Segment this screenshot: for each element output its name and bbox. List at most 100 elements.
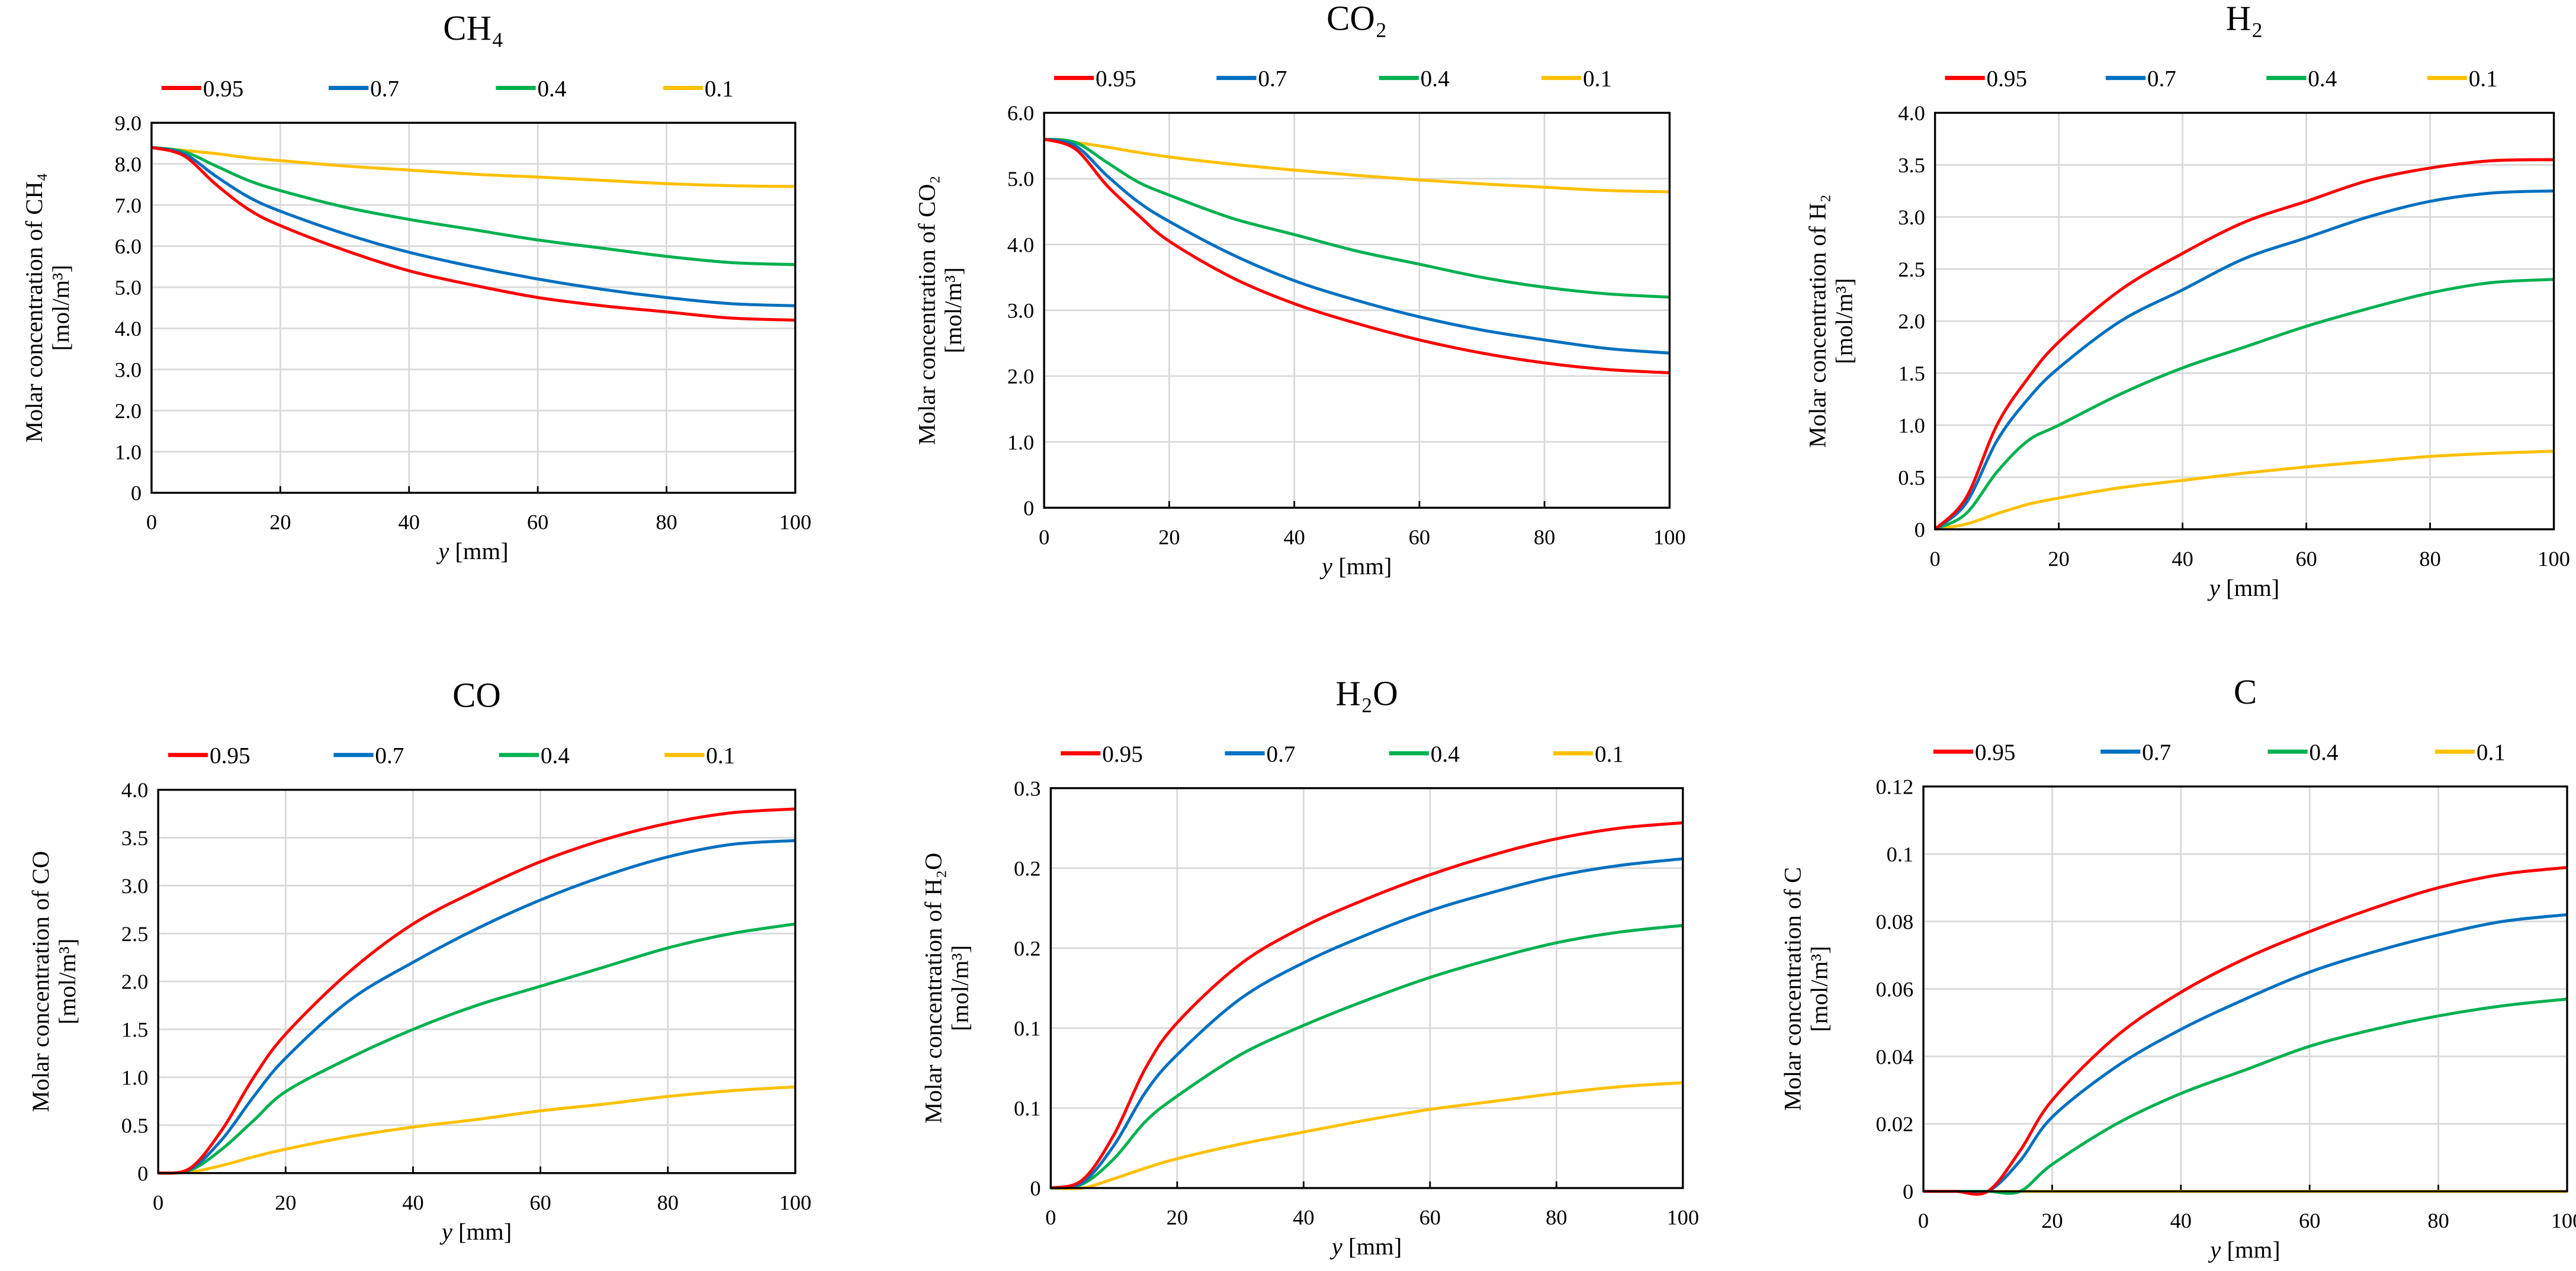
y-tick-label: 3.5 xyxy=(121,826,149,850)
legend-label: 0.7 xyxy=(2142,740,2171,765)
y-tick-label: 0.5 xyxy=(121,1113,149,1137)
y-tick-label: 0.1 xyxy=(1887,842,1914,866)
x-axis-label: y [mm] xyxy=(2208,1237,2280,1263)
y-tick-label: 0 xyxy=(1023,496,1034,520)
x-tick-label: 60 xyxy=(2299,1209,2320,1233)
legend-item: 0.7 xyxy=(2100,740,2171,765)
legend-label: 0.7 xyxy=(375,743,404,769)
y-axis-label: Molar concentration of CH₄ xyxy=(21,173,47,442)
legend-label: 0.95 xyxy=(1102,742,1143,767)
x-tick-label: 100 xyxy=(779,1190,812,1214)
series-line-0_95 xyxy=(158,807,796,1175)
legend-item: 0.7 xyxy=(333,743,404,769)
x-axis-label: y [mm] xyxy=(1319,553,1392,579)
x-tick-label: 40 xyxy=(1283,525,1305,549)
y-tick-label: 0.2 xyxy=(1014,936,1041,960)
y-axis-label: Molar concentration of C xyxy=(1780,867,1806,1111)
series-line-0_4 xyxy=(1051,924,1684,1190)
x-axis-variable: y xyxy=(2208,1237,2221,1263)
chart-title: CH₄ xyxy=(443,9,503,47)
series-line-0_4 xyxy=(1043,137,1670,299)
series-line-0_1 xyxy=(158,1085,796,1175)
y-tick-label: 4.0 xyxy=(121,778,149,802)
legend-item: 0.95 xyxy=(1053,66,1136,92)
series-line-0_1 xyxy=(1043,137,1670,194)
y-axis-label: Molar concentration of H₂O xyxy=(920,853,946,1124)
series-line-0_4 xyxy=(1923,997,2568,1195)
x-tick-label: 80 xyxy=(657,1190,679,1214)
x-tick-label: 100 xyxy=(1653,525,1686,549)
legend-label: 0.7 xyxy=(1258,66,1287,92)
x-tick-label: 0 xyxy=(1039,525,1049,549)
x-axis-label: y [mm] xyxy=(439,1218,512,1245)
chart-panel: C 0 0.02 0.04 0.06 0.08 0.1 0.12 0 20 40 60 80 100 0.9… xyxy=(1780,673,2576,1263)
series-line-0_7 xyxy=(1923,913,2568,1195)
y-tick-label: 0.02 xyxy=(1875,1112,1913,1136)
legend-item: 0.4 xyxy=(2267,740,2339,765)
legend-label: 0.1 xyxy=(706,743,735,769)
x-tick-label: 0 xyxy=(1930,547,1941,570)
legend-label: 0.7 xyxy=(2147,66,2176,92)
y-tick-label: 6.0 xyxy=(115,235,142,258)
legend-item: 0.95 xyxy=(168,743,250,769)
y-axis-label: Molar concentration of CO₂ xyxy=(913,175,940,445)
y-tick-label: 1.5 xyxy=(1898,362,1925,386)
y-tick-label: 4.0 xyxy=(1007,233,1035,256)
y-tick-label: 3.0 xyxy=(1007,299,1035,323)
x-axis-variable: y xyxy=(1329,1233,1343,1260)
x-tick-label: 20 xyxy=(1158,525,1180,549)
plot-frame xyxy=(1933,111,2555,531)
x-tick-label: 60 xyxy=(2295,547,2317,570)
legend-item: 0.95 xyxy=(1945,66,2027,92)
chart-panel: CH₄ 0 1.0 2.0 3.0 4.0 5.0 6.0 7.0 8.0 9.0 0 20 40 60 80… xyxy=(21,9,811,564)
legend-item: 0.4 xyxy=(1379,66,1450,92)
x-tick-label: 60 xyxy=(529,1190,551,1214)
series-line-0_4 xyxy=(151,146,796,267)
y-tick-label: 3.0 xyxy=(115,358,142,381)
y-tick-label: 0.08 xyxy=(1875,910,1913,933)
y-axis-unit: [mol/m³] xyxy=(940,267,966,353)
legend-label: 0.4 xyxy=(2308,66,2337,92)
plot-frame xyxy=(1049,787,1684,1189)
series-line-0_7 xyxy=(1933,189,2554,531)
legend-item: 0.4 xyxy=(1389,742,1460,767)
x-axis-unit: [mm] xyxy=(2221,1237,2280,1263)
y-axis-label: Molar concentration of H₂ xyxy=(1804,194,1831,448)
legend-item: 0.7 xyxy=(2105,66,2176,92)
series-line-0_7 xyxy=(1043,137,1670,355)
y-tick-label: 5.0 xyxy=(115,276,142,300)
legend-label: 0.1 xyxy=(705,76,734,101)
plot-frame xyxy=(1922,785,2568,1193)
y-tick-label: 1.5 xyxy=(121,1018,149,1042)
legend-label: 0.4 xyxy=(1421,66,1450,92)
x-tick-label: 0 xyxy=(153,1190,163,1214)
x-axis-variable: y xyxy=(2207,574,2221,601)
y-tick-label: 0.06 xyxy=(1875,977,1913,1001)
legend-item: 0.1 xyxy=(1553,742,1624,767)
legend-item: 0.4 xyxy=(499,743,570,769)
y-tick-label: 0 xyxy=(131,482,142,505)
x-axis-variable: y xyxy=(436,538,449,564)
legend-item: 0.95 xyxy=(161,76,243,101)
series-line-0_95 xyxy=(1050,821,1683,1190)
x-tick-label: 20 xyxy=(269,511,291,534)
series-line-0_95 xyxy=(1923,866,2568,1196)
legend-item: 0.7 xyxy=(329,76,399,101)
x-tick-label: 80 xyxy=(1534,525,1555,549)
legend-label: 0.95 xyxy=(210,743,250,769)
x-tick-label: 40 xyxy=(2170,1209,2192,1233)
x-tick-label: 100 xyxy=(779,511,812,534)
x-axis-label: y [mm] xyxy=(1329,1233,1402,1260)
y-tick-label: 2.0 xyxy=(1898,310,1925,333)
legend-label: 0.4 xyxy=(537,76,566,101)
x-tick-label: 40 xyxy=(2172,547,2193,570)
y-axis-unit: [mol/m³] xyxy=(54,938,81,1024)
chart-panel: CO 0 0.5 1.0 1.5 2.0 2.5 3.0 3.5 4.0 0 20 40 60 80 100 0… xyxy=(27,676,811,1244)
x-axis-unit: [mm] xyxy=(1342,1233,1402,1260)
y-tick-label: 2.5 xyxy=(1898,258,1925,281)
legend-item: 0.4 xyxy=(2266,66,2337,92)
y-tick-label: 0.2 xyxy=(1014,856,1041,880)
x-axis-variable: y xyxy=(439,1218,453,1245)
legend-label: 0.95 xyxy=(1986,66,2027,92)
